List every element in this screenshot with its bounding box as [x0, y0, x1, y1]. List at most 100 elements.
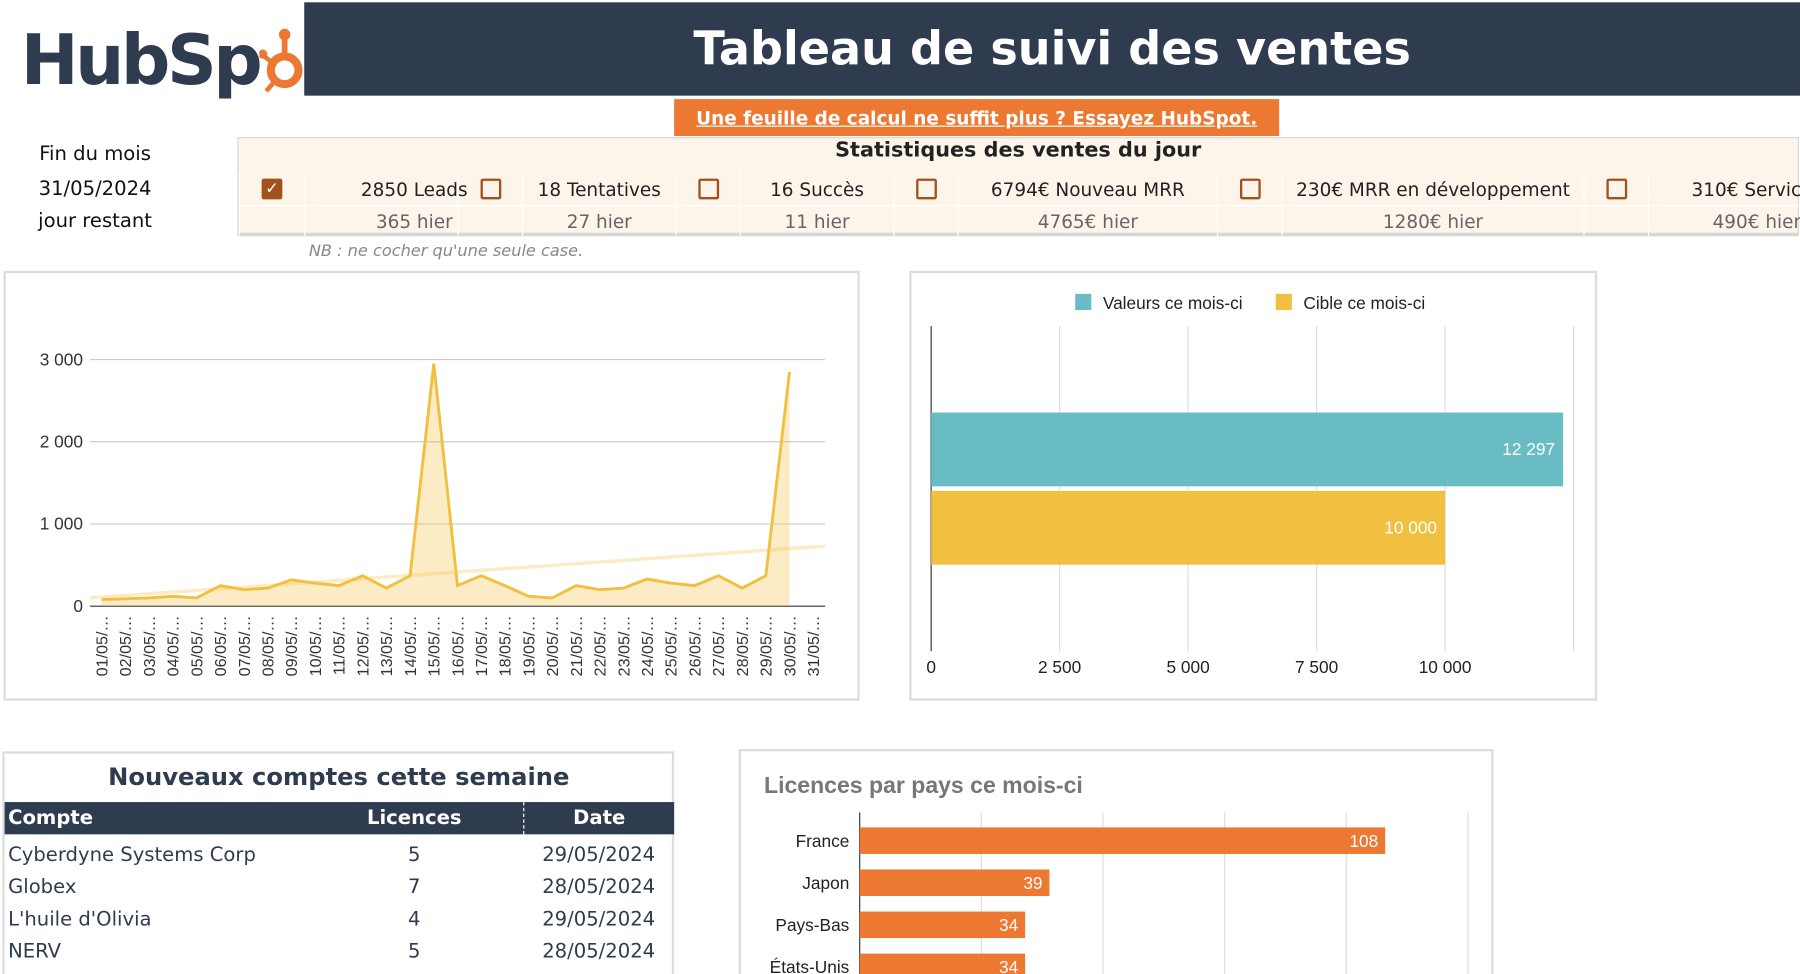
legend-label: Valeurs ce mois-ci	[1103, 293, 1243, 313]
leads-line-chart: 0 1 000 2 000 3 000 01/05/… 02/05/… 03/05/… 04/…	[3, 270, 860, 701]
bar-target	[931, 490, 1446, 565]
x-tick-label: 08/05/…	[260, 615, 278, 676]
account-date: 29/05/2024	[542, 908, 656, 932]
x-tick-label: 01/05/…	[94, 615, 112, 676]
table-row[interactable]: Globex 7 28/05/2024	[5, 871, 675, 903]
stat-value: 18 Tentatives	[522, 172, 675, 206]
stat-yesterday: 1280€ hier	[1281, 205, 1584, 237]
empty-cell	[893, 205, 958, 237]
empty-cell	[238, 205, 305, 237]
y-tick-label: 3 000	[40, 349, 83, 369]
checkbox-checked[interactable]: ✓	[261, 178, 283, 200]
daily-stats-panel: Statistiques des ventes du jour ✓ 2850 L…	[237, 137, 1800, 237]
country-label: France	[796, 831, 850, 851]
country-bar	[859, 827, 1386, 854]
country-bar	[859, 911, 1026, 939]
try-hubspot-link[interactable]: Une feuille de calcul ne suffit plus ? E…	[674, 99, 1280, 136]
checkbox[interactable]	[1605, 178, 1627, 200]
x-tick-label: 21/05/…	[568, 615, 586, 676]
licences-by-country-chart: Licences par pays ce mois-ci France 108 Jap…	[738, 749, 1494, 974]
stat-value: 2850 Leads	[304, 172, 523, 206]
stat-yesterday: 4765€ hier	[957, 205, 1217, 237]
account-date: 28/05/2024	[542, 940, 656, 964]
checkbox[interactable]	[1239, 178, 1261, 200]
account-name: Cyberdyne Systems Corp	[8, 843, 256, 867]
bar-value: 39	[1023, 873, 1042, 893]
checkbox[interactable]	[479, 178, 501, 200]
x-tick-label: 17/05/…	[473, 615, 491, 676]
account-date: 29/05/2024	[542, 843, 656, 867]
stat-checkbox-cell: ✓	[238, 172, 305, 206]
empty-cell	[1583, 205, 1648, 237]
checkbox[interactable]	[697, 178, 719, 200]
stat-yesterday: 27 hier	[522, 205, 676, 237]
x-tick-label: 13/05/…	[378, 615, 396, 676]
licences-count: 4	[408, 908, 421, 932]
note: NB : ne cocher qu'une seule case.	[308, 242, 584, 261]
x-tick-label: 24/05/…	[639, 615, 657, 676]
new-accounts-table: Nouveaux comptes cette semaine Compte Li…	[2, 751, 675, 974]
table-row[interactable]: Cyberdyne Systems Corp 5 29/05/2024	[5, 839, 675, 871]
empty-cell	[457, 205, 523, 237]
x-tick-label: 18/05/…	[497, 615, 515, 676]
stat-checkbox-cell	[893, 172, 958, 206]
country-bar	[859, 869, 1050, 896]
target-bar-chart: 0 2 500 5 000 7 500 10 000 12 297 Valeurs ce m…	[909, 270, 1598, 701]
table-header: Compte Licences Date	[4, 802, 675, 835]
stat-yesterday: 365 hier	[304, 205, 524, 237]
licences-count: 5	[408, 940, 421, 964]
bar-value	[931, 412, 1564, 487]
licences-count: 7	[408, 875, 421, 899]
page-title: Tableau de suivi des ventes	[304, 2, 1800, 96]
x-tick-label: 2 500	[1038, 657, 1081, 677]
chart-title: Licences par pays ce mois-ci	[764, 772, 1083, 798]
stat-value: 6794€ Nouveau MRR	[957, 172, 1217, 206]
x-tick-label: 7 500	[1295, 657, 1338, 677]
x-tick-label: 09/05/…	[283, 615, 301, 676]
account-name: NERV	[8, 940, 62, 964]
header-licences: Licences	[366, 806, 462, 830]
header-date: Date	[523, 802, 674, 835]
x-tick-label: 10 000	[1419, 657, 1472, 677]
header-account: Compte	[8, 806, 94, 830]
x-tick-label: 25/05/…	[663, 615, 681, 676]
stat-checkbox-cell	[1216, 172, 1282, 206]
y-tick-label: 1 000	[40, 514, 83, 534]
account-name: L'huile d'Olivia	[8, 908, 152, 932]
country-label: Japon	[802, 873, 849, 893]
stat-value: 310€ Services	[1647, 172, 1800, 206]
x-tick-label: 20/05/…	[544, 615, 562, 676]
account-name: Globex	[8, 875, 77, 899]
x-tick-label: 06/05/…	[212, 615, 230, 676]
x-tick-label: 05/05/…	[188, 615, 206, 676]
x-tick-label: 22/05/…	[592, 615, 610, 676]
x-tick-label: 03/05/…	[141, 615, 159, 676]
x-tick-label: 11/05/…	[331, 615, 349, 675]
x-tick-label: 10/05/…	[307, 615, 325, 676]
table-row[interactable]: NERV 5 28/05/2024	[5, 936, 675, 968]
x-tick-label: 31/05/…	[805, 615, 823, 676]
end-date: 31/05/2024	[38, 177, 152, 201]
stat-yesterday: 11 hier	[739, 205, 894, 237]
bar-value: 34	[999, 915, 1019, 935]
x-tick-label: 5 000	[1167, 657, 1210, 677]
table-row[interactable]: L'huile d'Olivia 4 29/05/2024	[5, 903, 675, 935]
bar-value: 108	[1349, 831, 1378, 851]
legend-label: Cible ce mois-ci	[1303, 293, 1425, 313]
hubspot-logo: HubSp t	[21, 21, 343, 102]
bar-label: 10 000	[1384, 518, 1437, 538]
country-label: États-Unis	[770, 957, 850, 974]
x-tick-label: 23/05/…	[615, 615, 633, 676]
stat-checkbox-cell	[457, 172, 523, 206]
remaining-days-label: jour restant	[38, 209, 152, 233]
x-tick-label: 0	[926, 657, 936, 677]
x-tick-label: 15/05/…	[426, 615, 444, 676]
legend-swatch	[1075, 293, 1092, 310]
checkbox[interactable]	[915, 178, 937, 200]
x-tick-label: 29/05/…	[758, 615, 776, 676]
x-tick-label: 19/05/…	[520, 615, 538, 676]
x-tick-label: 14/05/…	[402, 615, 420, 676]
stat-value: 230€ MRR en développement	[1281, 172, 1583, 206]
bar-value: 34	[999, 957, 1019, 974]
